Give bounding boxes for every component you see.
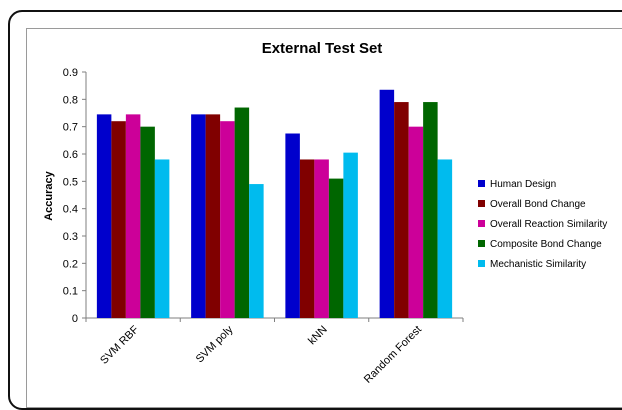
y-tick-label: 0.3 <box>63 231 78 243</box>
legend-label: Overall Reaction Similarity <box>490 219 607 230</box>
bar <box>220 121 235 318</box>
bar <box>328 178 344 318</box>
legend-swatch <box>478 240 485 247</box>
y-tick-label: 0.9 <box>63 67 78 79</box>
bar <box>423 102 438 318</box>
x-tick-label: kNN <box>306 324 330 348</box>
y-tick-label: 0.2 <box>63 258 78 270</box>
bar <box>314 159 329 318</box>
bar <box>140 126 155 319</box>
bar <box>394 102 409 318</box>
y-tick-label: 0.1 <box>63 286 78 298</box>
legend-swatch <box>478 220 485 227</box>
y-tick-label: 0.8 <box>63 94 78 106</box>
bar <box>234 107 250 319</box>
legend-swatch <box>478 200 485 207</box>
bars <box>96 89 453 319</box>
x-tick-label: SVM poly <box>194 323 236 365</box>
legend-label: Mechanistic Similarity <box>490 259 586 270</box>
y-tick-label: 0.7 <box>63 122 78 134</box>
y-tick-label: 0.4 <box>63 204 78 216</box>
y-tick-label: 0.6 <box>63 149 78 161</box>
bar <box>154 159 170 318</box>
y-tick-label: 0.5 <box>63 176 78 188</box>
bar <box>408 126 424 319</box>
y-tick-label: 0 <box>72 313 78 325</box>
legend-swatch <box>478 180 485 187</box>
chart-title: External Test Set <box>262 40 383 57</box>
legend-swatch <box>478 260 485 267</box>
bar <box>96 114 112 318</box>
legend: Human Design Overall Bond Change Overall R… <box>478 179 607 270</box>
bar <box>191 114 206 318</box>
bar <box>125 114 141 318</box>
x-tick-label: Random Forest <box>362 324 424 386</box>
bar <box>379 89 395 319</box>
bar-chart: External Test Set Accuracy 0 0.1 0.2 0.3 0.4… <box>43 40 607 386</box>
legend-label: Overall Bond Change <box>490 199 586 210</box>
legend-label: Composite Bond Change <box>490 239 602 250</box>
bar <box>205 114 221 318</box>
x-tick-label: SVM RBF <box>98 323 141 366</box>
bar <box>285 133 300 318</box>
bar <box>299 159 315 318</box>
bar <box>343 152 358 318</box>
bar <box>111 121 126 318</box>
legend-label: Human Design <box>490 179 556 190</box>
y-axis-label: Accuracy <box>43 170 55 220</box>
bar <box>437 159 453 318</box>
bar <box>249 184 264 318</box>
